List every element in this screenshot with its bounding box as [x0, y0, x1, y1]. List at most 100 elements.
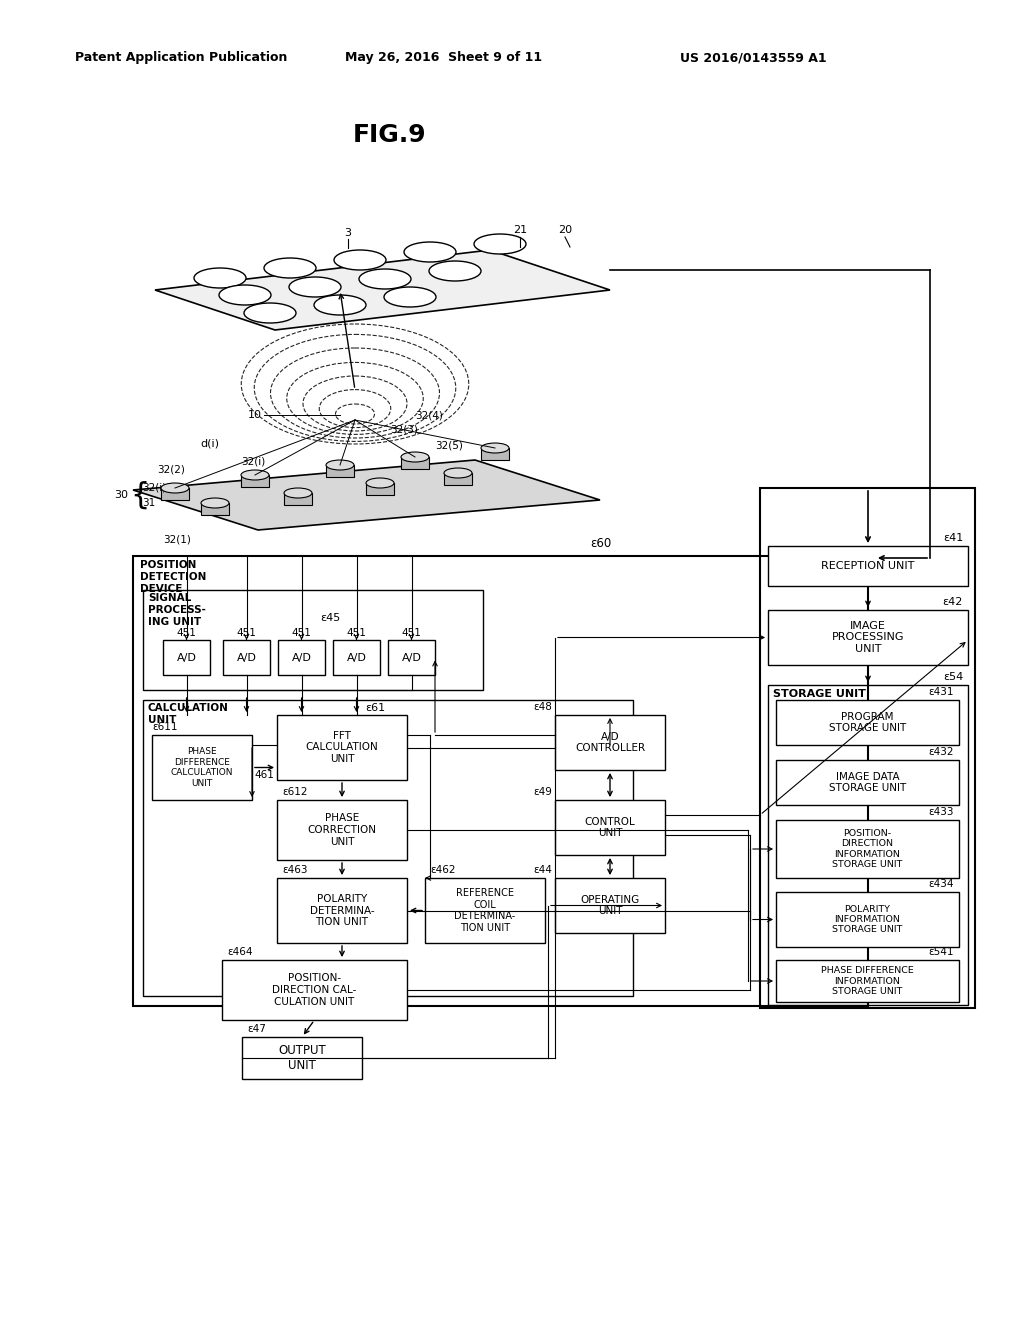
Text: ε434: ε434 — [929, 879, 954, 888]
Bar — [768, 546, 968, 586]
Bar — [223, 640, 270, 675]
Text: May 26, 2016  Sheet 9 of 11: May 26, 2016 Sheet 9 of 11 — [345, 51, 542, 65]
Text: ε45: ε45 — [319, 612, 340, 623]
Text: REFERENCE
COIL
DETERMINA-
TION UNIT: REFERENCE COIL DETERMINA- TION UNIT — [455, 888, 516, 933]
Bar — [776, 960, 959, 1002]
Ellipse shape — [429, 261, 481, 281]
Text: 20: 20 — [558, 224, 572, 235]
Ellipse shape — [219, 285, 271, 305]
Text: 32(i): 32(i) — [241, 457, 265, 467]
Bar — [152, 735, 252, 800]
Text: A/D: A/D — [401, 652, 422, 663]
Bar — [481, 447, 509, 459]
Text: ε432: ε432 — [929, 747, 954, 756]
Polygon shape — [133, 459, 600, 531]
Text: US 2016/0143559 A1: US 2016/0143559 A1 — [680, 51, 826, 65]
Text: IMAGE
PROCESSING
UNIT: IMAGE PROCESSING UNIT — [831, 620, 904, 655]
Text: RECEPTION UNIT: RECEPTION UNIT — [821, 561, 914, 572]
Text: 32(3): 32(3) — [390, 425, 418, 436]
Bar — [388, 640, 435, 675]
Bar — [768, 610, 968, 665]
Bar — [201, 503, 229, 515]
Text: UNIT: UNIT — [148, 715, 176, 725]
Ellipse shape — [264, 257, 316, 279]
Text: 32(i): 32(i) — [142, 483, 166, 492]
Text: A/D: A/D — [292, 652, 311, 663]
Text: 3: 3 — [344, 228, 351, 238]
Bar — [425, 878, 545, 942]
Bar — [242, 1038, 362, 1078]
Text: CALCULATION: CALCULATION — [148, 704, 229, 713]
Text: {: { — [130, 480, 150, 510]
Bar — [444, 473, 472, 484]
Text: 32(4): 32(4) — [415, 411, 442, 420]
Bar — [366, 483, 394, 495]
Text: 461: 461 — [254, 770, 274, 780]
Ellipse shape — [359, 269, 411, 289]
Ellipse shape — [194, 268, 246, 288]
Text: A/D: A/D — [176, 652, 197, 663]
Bar — [278, 800, 407, 861]
Bar — [133, 556, 868, 1006]
Text: ε433: ε433 — [929, 807, 954, 817]
Text: ING UNIT: ING UNIT — [148, 616, 201, 627]
Text: 32(1): 32(1) — [163, 535, 190, 545]
Ellipse shape — [474, 234, 526, 253]
Bar — [776, 820, 959, 878]
Bar — [776, 700, 959, 744]
Text: ε54: ε54 — [943, 672, 963, 682]
Text: 451: 451 — [346, 628, 367, 638]
Text: ε611: ε611 — [152, 722, 177, 733]
Text: ε49: ε49 — [534, 787, 552, 797]
Text: POSITION-
DIRECTION CAL-
CULATION UNIT: POSITION- DIRECTION CAL- CULATION UNIT — [272, 973, 356, 1007]
Text: 451: 451 — [401, 628, 422, 638]
Text: 30: 30 — [114, 490, 128, 500]
Ellipse shape — [289, 277, 341, 297]
Text: 21: 21 — [513, 224, 527, 235]
Text: ε541: ε541 — [929, 946, 954, 957]
Bar — [776, 892, 959, 946]
Text: POLARITY
INFORMATION
STORAGE UNIT: POLARITY INFORMATION STORAGE UNIT — [833, 904, 903, 935]
Text: 451: 451 — [292, 628, 311, 638]
Ellipse shape — [401, 451, 429, 462]
Text: PROGRAM
STORAGE UNIT: PROGRAM STORAGE UNIT — [828, 711, 906, 734]
Bar — [143, 700, 633, 997]
Ellipse shape — [404, 242, 456, 261]
Text: 451: 451 — [176, 628, 197, 638]
Text: FIG.9: FIG.9 — [353, 123, 427, 147]
Text: CONTROL
UNIT: CONTROL UNIT — [585, 817, 635, 838]
Ellipse shape — [366, 478, 394, 488]
Ellipse shape — [241, 470, 269, 480]
Text: 451: 451 — [237, 628, 256, 638]
Text: A/D: A/D — [237, 652, 256, 663]
Text: 31: 31 — [142, 498, 156, 508]
Ellipse shape — [201, 498, 229, 508]
Text: ε431: ε431 — [929, 686, 954, 697]
Text: DEVICE: DEVICE — [140, 583, 182, 594]
Ellipse shape — [481, 444, 509, 453]
Text: FFT
CALCULATION
UNIT: FFT CALCULATION UNIT — [305, 731, 379, 764]
Text: d(i): d(i) — [201, 438, 219, 447]
Bar — [278, 878, 407, 942]
Text: ε462: ε462 — [430, 865, 456, 875]
Text: 32(2): 32(2) — [157, 465, 185, 475]
Bar — [326, 465, 354, 477]
Ellipse shape — [314, 294, 366, 315]
Text: POSITION: POSITION — [140, 560, 197, 570]
Text: ε47: ε47 — [247, 1024, 266, 1034]
Text: ε61: ε61 — [365, 704, 385, 713]
Text: ε48: ε48 — [534, 702, 552, 711]
Text: STORAGE UNIT: STORAGE UNIT — [773, 689, 866, 700]
Ellipse shape — [244, 304, 296, 323]
Text: SIGNAL: SIGNAL — [148, 593, 191, 603]
Ellipse shape — [161, 483, 189, 492]
Text: PROCESS-: PROCESS- — [148, 605, 206, 615]
Bar — [760, 488, 975, 1008]
Bar — [143, 590, 483, 690]
Bar — [333, 640, 380, 675]
Ellipse shape — [334, 249, 386, 271]
Text: PHASE
CORRECTION
UNIT: PHASE CORRECTION UNIT — [307, 813, 377, 846]
Text: Patent Application Publication: Patent Application Publication — [75, 51, 288, 65]
Bar — [284, 492, 312, 506]
Ellipse shape — [384, 286, 436, 308]
